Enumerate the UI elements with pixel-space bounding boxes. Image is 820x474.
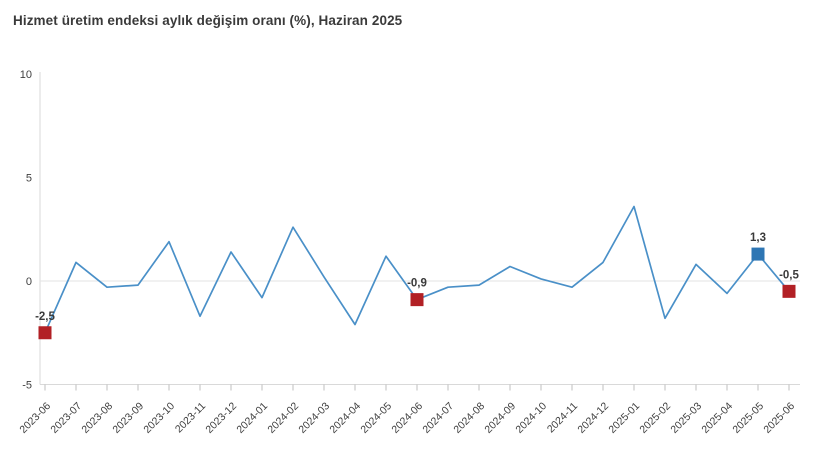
x-tick-label: 2024-03 [296,400,332,436]
data-point-marker [751,247,765,261]
x-tick-label: 2024-08 [451,400,487,436]
x-tick-label: 2023-08 [79,400,115,436]
data-point-label: -0,9 [407,278,427,290]
x-tick-label: 2025-06 [761,400,797,436]
x-tick-label: 2023-10 [141,400,177,436]
y-tick-label: -5 [22,380,32,392]
series-polyline [44,205,790,334]
x-tick-label: 2025-03 [668,400,704,436]
x-tick-label: 2024-02 [265,400,301,436]
x-tick-label: 2025-05 [730,400,766,436]
x-tick-label: 2023-12 [203,400,239,436]
x-tick-label: 2023-06 [17,400,53,436]
x-tick-label: 2023-11 [173,400,208,435]
x-tick-label: 2025-02 [637,400,673,436]
data-point-label: 1,3 [750,232,766,244]
x-tick-label: 2024-09 [482,400,518,436]
x-tick-label: 2024-10 [513,400,549,436]
y-tick-label: 10 [20,69,32,81]
data-point-marker [782,284,796,298]
x-tick-label: 2024-12 [575,400,611,436]
data-point-label: -2,5 [35,311,55,323]
x-tick-label: 2025-04 [699,400,735,436]
y-tick-label: 5 [26,173,32,185]
x-tick-label: 2024-04 [327,400,363,436]
data-point-label: -0,5 [779,269,799,281]
x-tick-label: 2024-01 [234,400,270,436]
x-tick-label: 2023-07 [48,400,84,436]
data-point-marker [410,293,424,307]
chart-title: Hizmet üretim endeksi aylık değişim oran… [13,13,403,28]
x-tick-label: 2023-09 [110,400,146,436]
x-tick-label: 2024-11 [545,400,580,435]
x-tick-label: 2025-01 [606,400,642,436]
data-point-marker [38,326,52,340]
x-tick-label: 2024-07 [420,400,456,436]
x-tick-label: 2024-05 [358,400,394,436]
y-tick-label: 0 [26,276,32,288]
x-tick-label: 2024-06 [389,400,425,436]
